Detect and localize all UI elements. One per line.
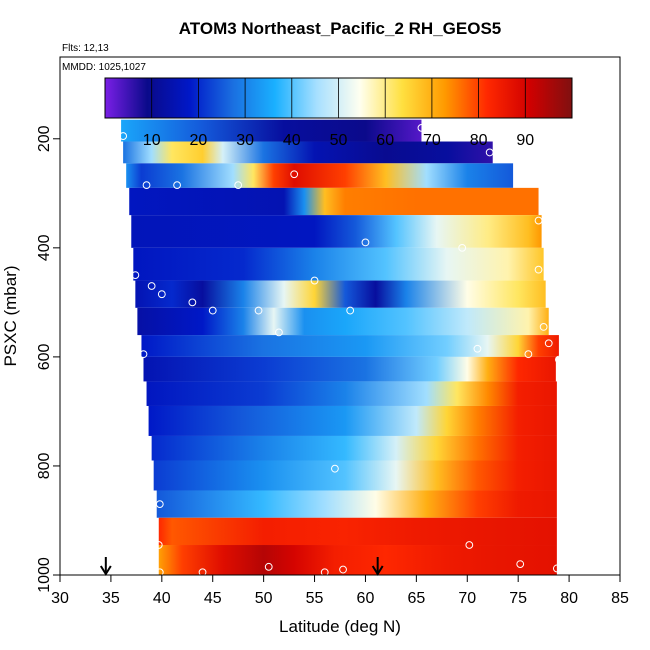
sample-marker [275, 328, 283, 337]
sample-marker [417, 123, 426, 132]
x-tick-label: 80 [560, 590, 578, 607]
sample-marker [173, 181, 181, 190]
x-tick-label: 70 [458, 590, 476, 607]
heatmap-band [123, 141, 493, 164]
heatmap-band [156, 490, 557, 518]
colorbar-tick-label: 90 [516, 132, 534, 149]
sample-marker [157, 290, 166, 299]
colorbar-tick-label: 30 [236, 132, 254, 149]
colorbar-tick-label: 50 [330, 132, 348, 149]
sample-marker [361, 238, 370, 247]
mmdd-label: MMDD: 1025,1027 [62, 62, 146, 73]
sample-marker [485, 148, 494, 157]
sample-marker [331, 464, 339, 473]
y-tick-label: 800 [36, 453, 53, 480]
sample-marker [524, 350, 533, 359]
y-tick-label: 1000 [36, 557, 53, 593]
chart-title: ATOM3 Northeast_Pacific_2 RH_GEOS5 [179, 19, 502, 38]
heatmap-band [133, 247, 544, 281]
colorbar-tick-label: 20 [190, 132, 208, 149]
sample-marker [234, 181, 243, 190]
sample-marker [131, 271, 140, 280]
down-arrow-head [99, 565, 112, 576]
sample-marker [290, 170, 299, 179]
sample-marker [458, 243, 467, 252]
heatmap-band [158, 545, 557, 575]
x-tick-label: 35 [102, 590, 120, 607]
sample-marker [555, 355, 563, 364]
heatmap-band [137, 307, 549, 336]
heatmap-band [153, 460, 557, 491]
x-tick-label: 65 [407, 590, 425, 607]
sample-marker [339, 565, 347, 574]
colorbar-tick-label: 60 [376, 132, 394, 149]
latitude-arrows [99, 557, 384, 576]
sample-marker [552, 564, 561, 573]
sample-marker [264, 562, 273, 571]
sample-marker [310, 276, 319, 285]
x-tick-label: 60 [357, 590, 375, 607]
heatmap-band [121, 119, 422, 142]
x-tick-label: 30 [51, 590, 69, 607]
sample-marker [544, 339, 553, 348]
heatmap-band [146, 381, 557, 406]
x-tick-label: 75 [509, 590, 527, 607]
heatmap-band [151, 435, 557, 461]
sample-marker [208, 306, 217, 315]
heatmap-band [158, 517, 557, 546]
colorbar-tick-label: 10 [143, 132, 161, 149]
sample-markers [119, 123, 563, 577]
sample-marker [155, 568, 164, 577]
sample-marker [142, 181, 151, 190]
y-axis-label: PSXC (mbar) [1, 265, 20, 366]
heatmap-band [129, 187, 539, 216]
sample-marker [473, 344, 482, 353]
y-axis: 200 400 600 800 1000 [36, 125, 61, 593]
sample-marker [516, 560, 525, 568]
y-tick-label: 200 [36, 125, 53, 152]
sample-marker [188, 298, 197, 307]
sample-marker [346, 306, 355, 315]
y-tick-label: 600 [36, 343, 53, 370]
x-axis: 30 35 40 45 50 55 60 65 70 75 80 85 [51, 574, 629, 607]
sample-marker [147, 282, 156, 290]
x-tick-label: 45 [204, 590, 222, 607]
colorbar-tick-label: 70 [423, 132, 441, 149]
x-tick-label: 85 [611, 590, 629, 607]
sample-marker [534, 265, 543, 274]
sample-marker [154, 541, 163, 549]
heatmap-bands [121, 119, 559, 575]
y-tick-label: 400 [36, 234, 53, 261]
heatmap-band [141, 335, 559, 357]
heatmap-band [143, 356, 556, 382]
sample-marker [155, 500, 164, 509]
colorbar: 10 20 30 40 50 60 70 80 90 [104, 77, 573, 149]
down-arrow-head [371, 565, 384, 576]
sample-marker [139, 350, 148, 359]
heatmap-band [126, 163, 514, 188]
heatmap-band [135, 280, 546, 308]
sample-marker [539, 323, 548, 331]
sample-marker [320, 568, 329, 577]
x-axis-label: Latitude (deg N) [279, 617, 401, 636]
colorbar-tick-label: 80 [470, 132, 488, 149]
x-tick-label: 55 [306, 590, 324, 607]
x-tick-label: 50 [255, 590, 273, 607]
colorbar-tick-label: 40 [283, 132, 301, 149]
sample-marker [198, 568, 207, 577]
sample-marker [119, 132, 128, 140]
x-tick-label: 40 [153, 590, 171, 607]
sample-marker [254, 306, 263, 315]
flights-label: Flts: 12,13 [62, 43, 109, 54]
heatmap-band [148, 405, 557, 436]
sample-marker [465, 541, 474, 549]
heatmap-band [131, 215, 542, 248]
sample-marker [534, 216, 543, 225]
